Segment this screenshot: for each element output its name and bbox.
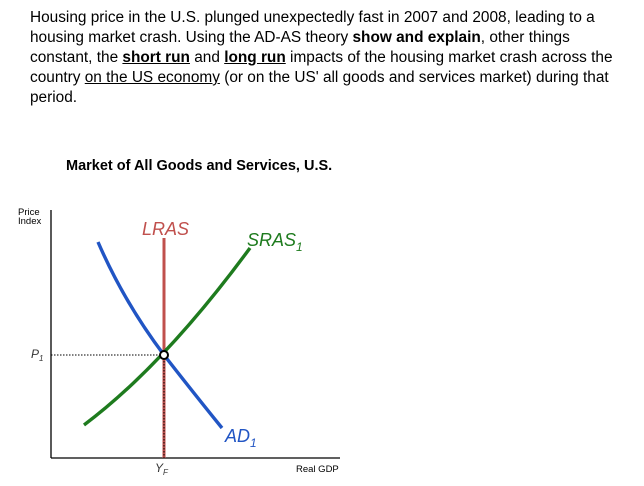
question-text-part: and <box>189 49 225 66</box>
question-text: Housing price in the U.S. plunged unexpe… <box>30 8 636 108</box>
lras-label: LRAS <box>142 219 189 239</box>
diagram-title: Market of All Goods and Services, U.S. <box>66 158 333 174</box>
equilibrium-point <box>159 350 169 360</box>
question-text-part: (or on the US' all goods and services ma… <box>30 69 609 106</box>
question-emphasis-short-run: short run <box>122 49 190 66</box>
question-emphasis-show-explain: show and explain <box>352 29 481 46</box>
price-level-label: P1 <box>31 347 43 363</box>
sras-label: SRAS1 <box>247 230 303 254</box>
question-text-part: Housing price in the U.S. plunged unexpe… <box>30 9 595 46</box>
x-axis-title: Real GDP <box>296 464 339 475</box>
ad-label: AD1 <box>224 426 257 450</box>
y-axis-title: Price Index <box>18 207 42 227</box>
question-emphasis-us-economy: on the US economy <box>84 69 220 86</box>
sras-curve <box>82 246 252 427</box>
question-text-part: , other things constant, the <box>30 29 570 66</box>
question-emphasis-long-run: long run <box>224 49 286 66</box>
full-employment-output-label: YF <box>155 461 169 477</box>
question-text-part: impacts of the housing market crash acro… <box>30 49 613 86</box>
